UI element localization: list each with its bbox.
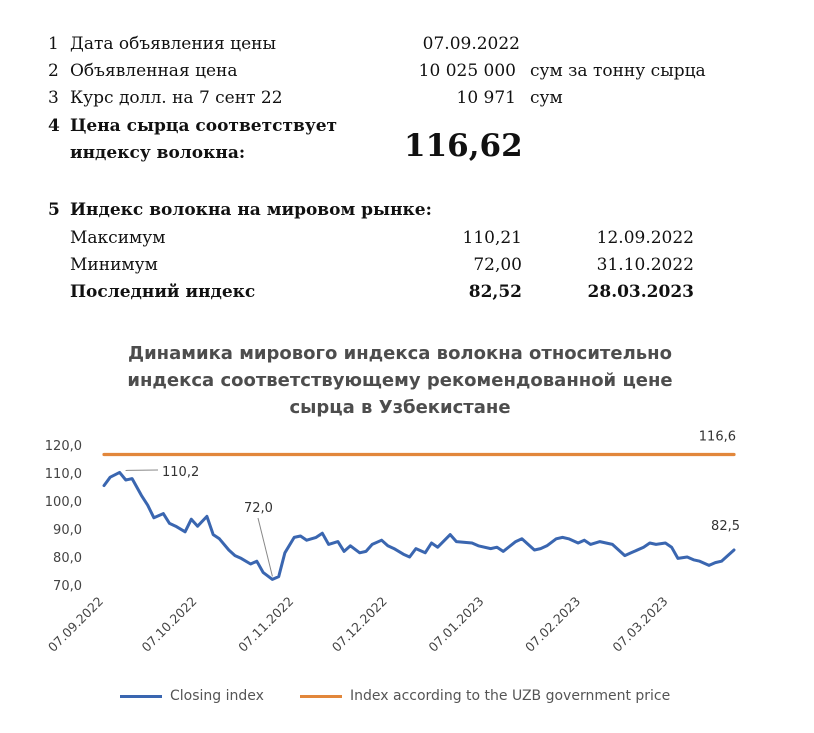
row-label: Дата объявления цены: [70, 34, 276, 54]
row-unit: сум: [530, 88, 563, 108]
legend-item-government: Index according to the UZB government pr…: [300, 688, 670, 704]
chart-title-line: Динамика мирового индекса волокна относи…: [128, 343, 672, 364]
legend-label: Closing index: [170, 688, 264, 704]
legend-swatch: [120, 694, 162, 698]
row-value: 10 971: [456, 88, 516, 108]
row-number: 4: [48, 116, 60, 136]
annotation-leader: [257, 517, 273, 577]
row-label: индексу волокна:: [70, 143, 246, 163]
row-label: Курс долл. на 7 сент 22: [70, 88, 283, 108]
legend-item-closing: Closing index: [120, 688, 264, 704]
equivalent-index-value: 116,62: [404, 128, 523, 164]
data-label: 116,6: [699, 430, 736, 445]
row-number: 2: [48, 61, 59, 81]
row-number: 3: [48, 88, 59, 108]
data-label: 110,2: [162, 465, 199, 480]
row-label: Максимум: [70, 228, 166, 248]
row-value: 10 025 000: [418, 61, 516, 81]
chart-title-line: сырца в Узбекистане: [289, 397, 511, 418]
row-label: Минимум: [70, 255, 158, 275]
row-date: 28.03.2023: [587, 282, 694, 302]
y-tick-label: 90,0: [53, 523, 82, 538]
row-date: 12.09.2022: [596, 228, 694, 248]
row-number: 1: [48, 34, 59, 54]
y-tick-label: 110,0: [45, 467, 82, 482]
section-title: Индекс волокна на мировом рынке:: [70, 200, 432, 220]
y-tick-label: 70,0: [53, 579, 82, 594]
x-tick-label: 07.02.2023: [522, 594, 583, 655]
x-tick-label: 07.03.2023: [609, 594, 670, 655]
data-label: 82,5: [711, 519, 740, 534]
x-tick-label: 07.09.2022: [45, 594, 106, 655]
row-value: 07.09.2022: [422, 34, 520, 54]
y-tick-label: 100,0: [45, 495, 82, 510]
x-tick-label: 07.10.2022: [138, 594, 199, 655]
legend-swatch: [300, 694, 342, 698]
x-tick-label: 07.12.2022: [329, 594, 390, 655]
y-tick-label: 120,0: [45, 439, 82, 454]
row-value: 72,00: [473, 255, 522, 275]
series-line-closing-index: [102, 470, 736, 581]
data-label: 72,0: [244, 501, 273, 516]
row-date: 31.10.2022: [596, 255, 694, 275]
x-tick-label: 07.11.2022: [235, 594, 296, 655]
row-label: Цена сырца соответствует: [70, 116, 338, 136]
row-label: Последний индекс: [70, 282, 256, 302]
row-unit: сум за тонну сырца: [530, 61, 706, 81]
x-tick-label: 07.01.2023: [425, 594, 486, 655]
row-label: Объявленная цена: [70, 61, 238, 81]
y-tick-label: 80,0: [53, 551, 82, 566]
row-value: 82,52: [468, 282, 522, 302]
row-value: 110,21: [462, 228, 522, 248]
chart-title-line: индекса соответствующему рекомендованной…: [127, 370, 673, 391]
chart-title: Динамика мирового индекса волокна относи…: [60, 340, 740, 421]
legend-label: Index according to the UZB government pr…: [350, 688, 671, 704]
row-number: 5: [48, 200, 60, 220]
